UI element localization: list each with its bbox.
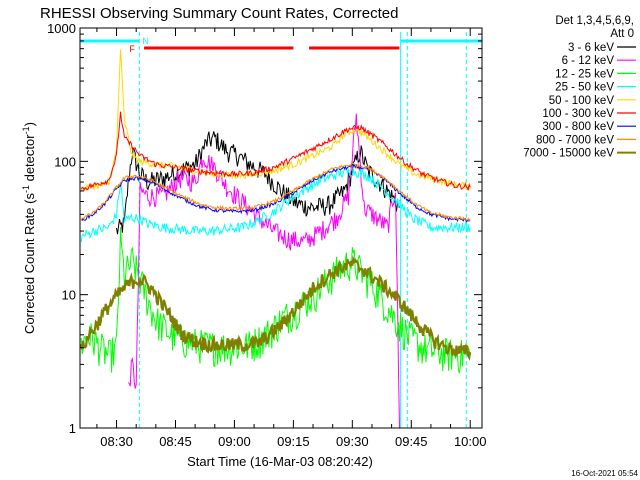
legend-label-7: 300 - 800 keV <box>542 121 614 133</box>
series-line-9 <box>80 255 472 361</box>
legend-header-detectors: Det 1,3,4,5,6,9, <box>555 15 634 27</box>
x-tick-label-5: 09:45 <box>395 434 428 449</box>
y-axis-title-sup2: -1 <box>21 126 31 134</box>
legend-header-attenuator: Att 0 <box>610 28 634 40</box>
y-axis-title-mid: detector <box>22 134 37 185</box>
series-group <box>80 49 472 428</box>
x-axis-title: Start Time (16-Mar-03 08:20:42) <box>187 454 373 469</box>
x-tick-label-3: 09:15 <box>277 434 310 449</box>
series-line-2 <box>127 113 400 428</box>
series-line-8 <box>80 162 471 222</box>
plot-area: NF <box>79 32 482 428</box>
y-axis-title-end: ) <box>22 122 37 126</box>
footer-timestamp: 16-Oct-2021 05:54 <box>571 469 638 478</box>
y-tick-label-3: 1000 <box>47 21 76 36</box>
chart-title: RHESSI Observing Summary Count Rates, Co… <box>40 5 398 22</box>
legend-label-5: 50 - 100 keV <box>549 95 615 107</box>
x-tick-label-1: 08:45 <box>159 434 192 449</box>
x-tick-label-2: 09:00 <box>218 434 251 449</box>
legend-label-6: 100 - 300 keV <box>542 108 614 120</box>
legend-label-8: 800 - 7000 keV <box>536 134 614 146</box>
x-tick-label-4: 09:30 <box>336 434 369 449</box>
flag-label-f: F <box>129 44 135 54</box>
series-line-4 <box>80 167 471 242</box>
legend-label-9: 7000 - 15000 keV <box>523 148 614 160</box>
series-line-6 <box>80 111 471 192</box>
legend-label-4: 25 - 50 keV <box>555 82 614 94</box>
x-tick-label-0: 08:30 <box>100 434 133 449</box>
legend-label-3: 12 - 25 keV <box>555 68 614 80</box>
axes: 1 10 100 1000 08:30 08:45 09:00 09:15 09:30 09:45… <box>47 21 486 449</box>
x-tick-label-6: 10:00 <box>454 434 487 449</box>
y-axis-title: Corrected Count Rate (s-1 detector-1) <box>21 122 37 334</box>
y-tick-label-1: 10 <box>62 288 76 303</box>
legend-label-2: 6 - 12 keV <box>562 55 615 67</box>
y-axis-title-main: Corrected Count Rate (s <box>22 193 37 334</box>
flag-label-n: N <box>142 36 149 46</box>
legend-label-1: 3 - 6 keV <box>568 42 614 54</box>
y-tick-label-2: 100 <box>54 154 76 169</box>
series-line-3 <box>80 227 471 374</box>
plot-frame <box>79 27 483 429</box>
y-tick-label-0: 1 <box>69 421 76 436</box>
y-axis-title-sup1: -1 <box>21 185 31 193</box>
